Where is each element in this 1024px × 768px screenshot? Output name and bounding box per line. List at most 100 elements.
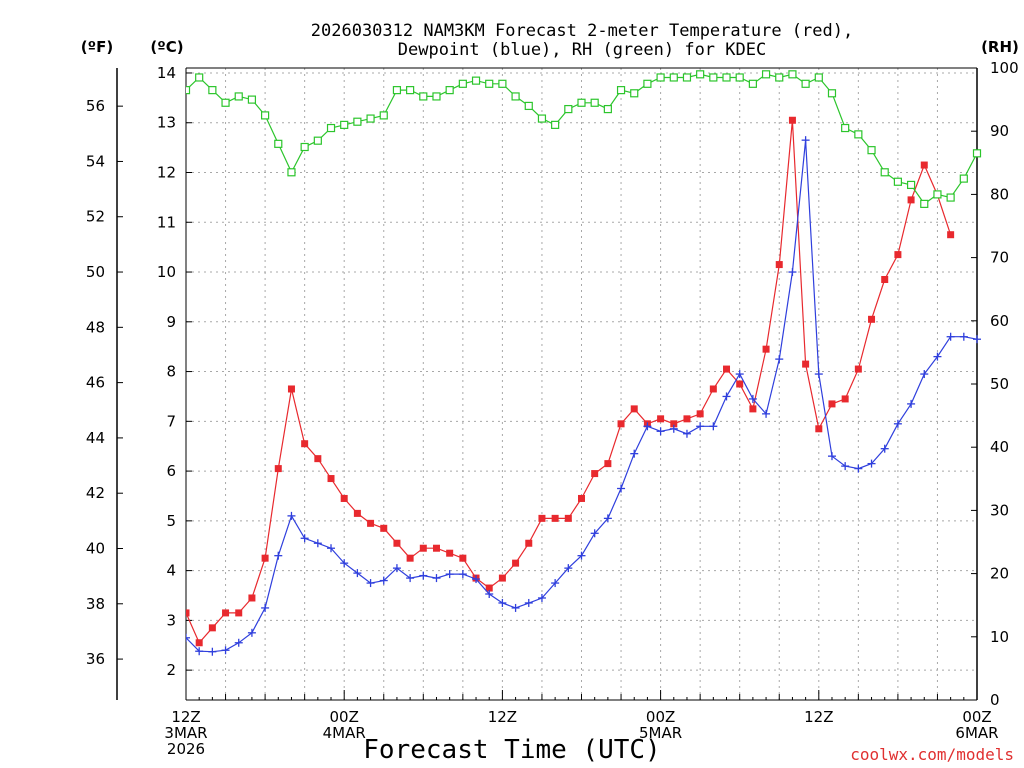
temperature-point xyxy=(446,549,454,557)
rh-point xyxy=(261,111,270,120)
celsius-tick-label: 6 xyxy=(166,462,176,480)
rh-point xyxy=(274,139,283,148)
x-tick-label: 12Z xyxy=(804,708,833,726)
dewpoint-point xyxy=(186,633,190,642)
dewpoint-point xyxy=(827,452,836,461)
dewpoint-point xyxy=(472,575,481,584)
fahrenheit-tick-label: 54 xyxy=(86,152,105,170)
temperature-point xyxy=(683,415,691,423)
temperature-point xyxy=(380,524,388,532)
celsius-tick-label: 7 xyxy=(166,412,176,430)
temperature-point xyxy=(723,365,731,373)
dewpoint-point xyxy=(735,370,744,379)
chart-title-line1: 2026030312 NAM3KM Forecast 2-meter Tempe… xyxy=(311,21,853,41)
temperature-point xyxy=(419,544,427,552)
temperature-point xyxy=(762,345,770,353)
dewpoint-point xyxy=(419,571,428,580)
rh-point xyxy=(221,98,230,107)
dewpoint-point xyxy=(195,647,204,656)
dewpoint-point xyxy=(722,392,731,401)
temperature-point xyxy=(617,420,625,428)
temperature-point xyxy=(432,544,440,552)
dewpoint-point xyxy=(340,559,349,568)
rh-point xyxy=(300,142,309,152)
rh-point xyxy=(933,190,942,199)
temperature-point xyxy=(367,519,375,527)
rh-point xyxy=(392,86,402,95)
rh-point xyxy=(406,86,415,95)
temperature-point xyxy=(222,609,230,617)
rh-point xyxy=(761,70,771,79)
dewpoint-point xyxy=(880,444,889,453)
rh-point xyxy=(186,86,191,95)
rh-point xyxy=(524,101,533,111)
celsius-tick-label: 13 xyxy=(157,114,176,132)
temperature-point xyxy=(248,594,256,602)
dewpoint-point xyxy=(590,529,599,538)
dewpoint-point xyxy=(617,484,626,493)
dewpoint-point xyxy=(445,570,454,579)
dewpoint-point xyxy=(300,534,309,543)
temperature-point xyxy=(512,559,520,567)
temperature-point xyxy=(498,574,506,582)
temperature-point xyxy=(406,554,414,562)
temperature-point xyxy=(854,365,862,373)
grid-lines xyxy=(186,68,977,700)
dewpoint-point xyxy=(511,603,520,612)
x-tick-label: 12Z xyxy=(488,708,517,726)
dewpoint-point xyxy=(973,335,981,344)
rh-point xyxy=(643,79,652,88)
dewpoint-point xyxy=(366,579,375,588)
rh-point xyxy=(748,79,757,88)
dewpoint-point xyxy=(709,422,718,431)
rh-tick-label: 60 xyxy=(990,312,1009,330)
x-tick-label: 00Z xyxy=(330,708,359,726)
dewpoint-point xyxy=(696,422,705,431)
rh-point xyxy=(577,98,586,107)
dewpoint-point xyxy=(788,268,797,277)
rh-point xyxy=(801,79,810,88)
fahrenheit-tick-label: 44 xyxy=(86,429,105,447)
temperature-point xyxy=(261,554,269,562)
temperature-point xyxy=(393,539,401,547)
dewpoint-point xyxy=(379,576,388,585)
temperature-point xyxy=(538,514,546,522)
rh-point xyxy=(709,73,718,82)
temperature-point xyxy=(208,624,216,632)
dewpoint-point xyxy=(814,370,823,379)
dewpoint-point xyxy=(577,551,586,560)
rh-point xyxy=(498,79,507,88)
dewpoint-point xyxy=(234,638,243,647)
rh-point xyxy=(630,89,639,98)
temperature-point xyxy=(828,400,836,408)
dewpoint-point xyxy=(392,564,401,573)
dewpoint-point xyxy=(920,370,929,379)
temperature-point xyxy=(802,360,810,368)
x-tick-label: 00Z xyxy=(646,708,675,726)
rh-point xyxy=(590,98,599,107)
dewpoint-point xyxy=(841,462,850,471)
temperature-point xyxy=(186,609,190,617)
rh-point xyxy=(656,73,665,82)
rh-point xyxy=(880,168,889,177)
rh-point xyxy=(841,123,850,133)
dewpoint-point xyxy=(748,394,757,403)
temperature-point xyxy=(564,514,572,522)
rh-point xyxy=(313,136,322,145)
temperature-point xyxy=(788,116,796,124)
x-tick-label: 00Z xyxy=(962,708,991,726)
rh-point xyxy=(340,120,349,129)
data-series xyxy=(186,70,982,656)
dewpoint-point xyxy=(867,459,876,468)
dewpoint-point xyxy=(630,449,639,458)
dewpoint-point xyxy=(603,514,612,523)
dewpoint-point xyxy=(669,424,678,433)
dewpoint-point xyxy=(274,551,283,560)
dewpoint-point xyxy=(564,564,573,573)
temperature-point xyxy=(696,410,704,418)
celsius-tick-label: 4 xyxy=(166,562,176,580)
temperature-point xyxy=(709,385,717,393)
rh-point xyxy=(827,89,837,98)
dewpoint-point xyxy=(537,593,546,602)
